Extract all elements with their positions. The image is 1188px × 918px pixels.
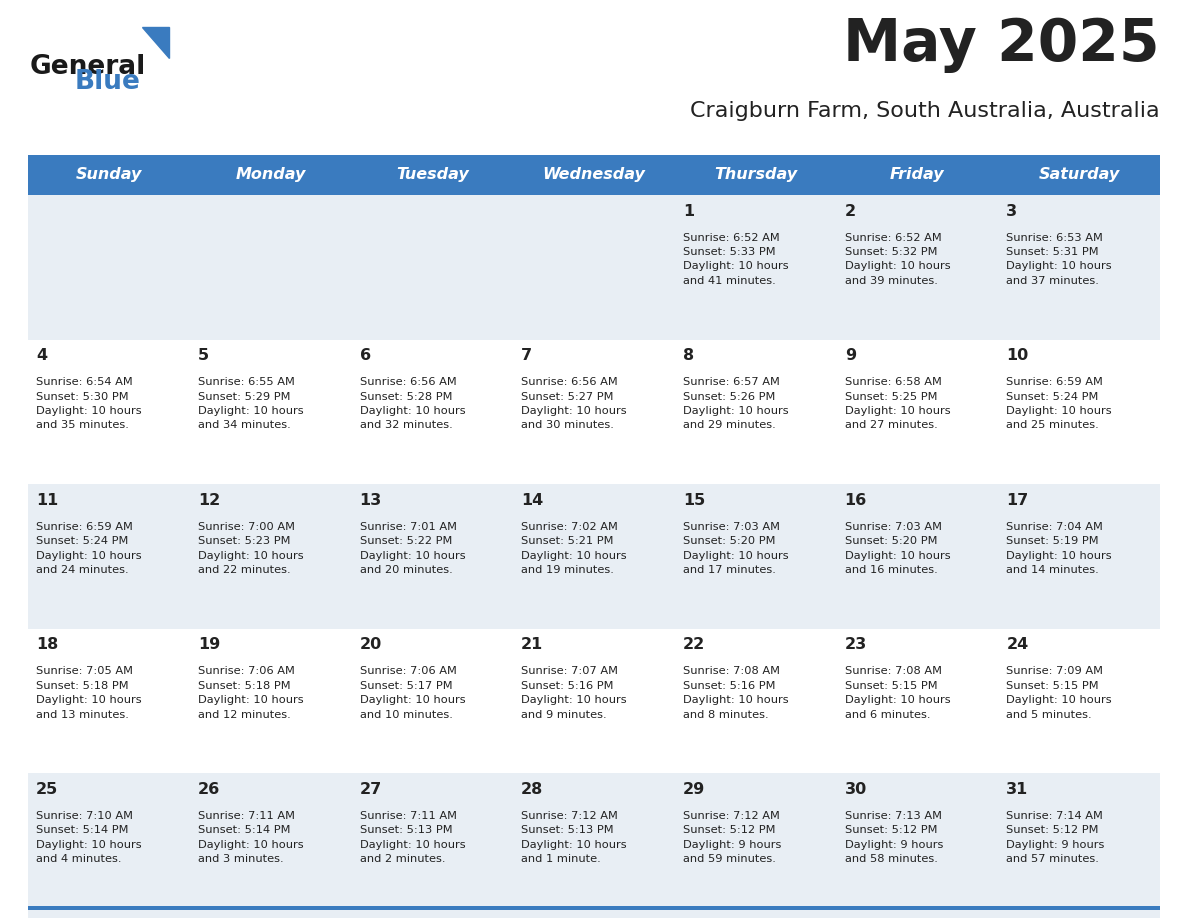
Text: 12: 12 (197, 493, 220, 508)
Text: General: General (30, 54, 146, 80)
Text: 14: 14 (522, 493, 543, 508)
Text: Monday: Monday (235, 167, 305, 183)
Text: Sunrise: 7:03 AM
Sunset: 5:20 PM
Daylight: 10 hours
and 16 minutes.: Sunrise: 7:03 AM Sunset: 5:20 PM Dayligh… (845, 521, 950, 575)
Text: 28: 28 (522, 782, 543, 797)
Text: 17: 17 (1006, 493, 1029, 508)
Text: 25: 25 (36, 782, 58, 797)
Text: Saturday: Saturday (1038, 167, 1120, 183)
Text: Sunrise: 7:10 AM
Sunset: 5:14 PM
Daylight: 10 hours
and 4 minutes.: Sunrise: 7:10 AM Sunset: 5:14 PM Dayligh… (36, 811, 141, 864)
Text: Wednesday: Wednesday (543, 167, 645, 183)
Text: Sunrise: 6:54 AM
Sunset: 5:30 PM
Daylight: 10 hours
and 35 minutes.: Sunrise: 6:54 AM Sunset: 5:30 PM Dayligh… (36, 377, 141, 431)
Text: 20: 20 (360, 637, 381, 653)
Text: Sunrise: 7:02 AM
Sunset: 5:21 PM
Daylight: 10 hours
and 19 minutes.: Sunrise: 7:02 AM Sunset: 5:21 PM Dayligh… (522, 521, 627, 575)
Text: Sunrise: 6:52 AM
Sunset: 5:32 PM
Daylight: 10 hours
and 39 minutes.: Sunrise: 6:52 AM Sunset: 5:32 PM Dayligh… (845, 232, 950, 285)
Text: Sunrise: 6:56 AM
Sunset: 5:28 PM
Daylight: 10 hours
and 32 minutes.: Sunrise: 6:56 AM Sunset: 5:28 PM Dayligh… (360, 377, 466, 431)
Text: Sunday: Sunday (76, 167, 143, 183)
Text: Sunrise: 6:55 AM
Sunset: 5:29 PM
Daylight: 10 hours
and 34 minutes.: Sunrise: 6:55 AM Sunset: 5:29 PM Dayligh… (197, 377, 303, 431)
Text: 1: 1 (683, 204, 694, 218)
Text: 10: 10 (1006, 348, 1029, 364)
Text: Craigburn Farm, South Australia, Australia: Craigburn Farm, South Australia, Austral… (690, 101, 1159, 121)
Text: 4: 4 (36, 348, 48, 364)
Text: 8: 8 (683, 348, 694, 364)
Text: Sunrise: 6:59 AM
Sunset: 5:24 PM
Daylight: 10 hours
and 25 minutes.: Sunrise: 6:59 AM Sunset: 5:24 PM Dayligh… (1006, 377, 1112, 431)
Text: Sunrise: 7:12 AM
Sunset: 5:13 PM
Daylight: 10 hours
and 1 minute.: Sunrise: 7:12 AM Sunset: 5:13 PM Dayligh… (522, 811, 627, 864)
Text: Sunrise: 7:14 AM
Sunset: 5:12 PM
Daylight: 9 hours
and 57 minutes.: Sunrise: 7:14 AM Sunset: 5:12 PM Dayligh… (1006, 811, 1105, 864)
Text: Sunrise: 7:11 AM
Sunset: 5:14 PM
Daylight: 10 hours
and 3 minutes.: Sunrise: 7:11 AM Sunset: 5:14 PM Dayligh… (197, 811, 303, 864)
Text: 31: 31 (1006, 782, 1029, 797)
Text: 21: 21 (522, 637, 543, 653)
Text: Sunrise: 7:03 AM
Sunset: 5:20 PM
Daylight: 10 hours
and 17 minutes.: Sunrise: 7:03 AM Sunset: 5:20 PM Dayligh… (683, 521, 789, 575)
Text: 13: 13 (360, 493, 381, 508)
Text: Sunrise: 7:07 AM
Sunset: 5:16 PM
Daylight: 10 hours
and 9 minutes.: Sunrise: 7:07 AM Sunset: 5:16 PM Dayligh… (522, 666, 627, 720)
Text: Thursday: Thursday (714, 167, 797, 183)
Text: 27: 27 (360, 782, 381, 797)
Text: Sunrise: 7:05 AM
Sunset: 5:18 PM
Daylight: 10 hours
and 13 minutes.: Sunrise: 7:05 AM Sunset: 5:18 PM Dayligh… (36, 666, 141, 720)
Text: 9: 9 (845, 348, 855, 364)
Text: Sunrise: 7:01 AM
Sunset: 5:22 PM
Daylight: 10 hours
and 20 minutes.: Sunrise: 7:01 AM Sunset: 5:22 PM Dayligh… (360, 521, 466, 575)
Text: 22: 22 (683, 637, 706, 653)
Text: 19: 19 (197, 637, 220, 653)
Text: Sunrise: 7:12 AM
Sunset: 5:12 PM
Daylight: 9 hours
and 59 minutes.: Sunrise: 7:12 AM Sunset: 5:12 PM Dayligh… (683, 811, 782, 864)
Text: Sunrise: 7:11 AM
Sunset: 5:13 PM
Daylight: 10 hours
and 2 minutes.: Sunrise: 7:11 AM Sunset: 5:13 PM Dayligh… (360, 811, 466, 864)
Text: Sunrise: 6:57 AM
Sunset: 5:26 PM
Daylight: 10 hours
and 29 minutes.: Sunrise: 6:57 AM Sunset: 5:26 PM Dayligh… (683, 377, 789, 431)
Text: Sunrise: 6:56 AM
Sunset: 5:27 PM
Daylight: 10 hours
and 30 minutes.: Sunrise: 6:56 AM Sunset: 5:27 PM Dayligh… (522, 377, 627, 431)
Polygon shape (141, 27, 169, 58)
Text: 30: 30 (845, 782, 867, 797)
Text: Sunrise: 6:58 AM
Sunset: 5:25 PM
Daylight: 10 hours
and 27 minutes.: Sunrise: 6:58 AM Sunset: 5:25 PM Dayligh… (845, 377, 950, 431)
Text: 15: 15 (683, 493, 706, 508)
Text: 5: 5 (197, 348, 209, 364)
Text: 26: 26 (197, 782, 220, 797)
Text: Friday: Friday (890, 167, 944, 183)
Text: Sunrise: 7:08 AM
Sunset: 5:16 PM
Daylight: 10 hours
and 8 minutes.: Sunrise: 7:08 AM Sunset: 5:16 PM Dayligh… (683, 666, 789, 720)
Text: 2: 2 (845, 204, 855, 218)
Text: 23: 23 (845, 637, 867, 653)
Text: Tuesday: Tuesday (396, 167, 468, 183)
Text: 7: 7 (522, 348, 532, 364)
Text: Sunrise: 7:04 AM
Sunset: 5:19 PM
Daylight: 10 hours
and 14 minutes.: Sunrise: 7:04 AM Sunset: 5:19 PM Dayligh… (1006, 521, 1112, 575)
Text: 16: 16 (845, 493, 867, 508)
Text: Sunrise: 6:59 AM
Sunset: 5:24 PM
Daylight: 10 hours
and 24 minutes.: Sunrise: 6:59 AM Sunset: 5:24 PM Dayligh… (36, 521, 141, 575)
Text: 29: 29 (683, 782, 706, 797)
Text: Sunrise: 7:13 AM
Sunset: 5:12 PM
Daylight: 9 hours
and 58 minutes.: Sunrise: 7:13 AM Sunset: 5:12 PM Dayligh… (845, 811, 943, 864)
Text: Sunrise: 7:06 AM
Sunset: 5:17 PM
Daylight: 10 hours
and 10 minutes.: Sunrise: 7:06 AM Sunset: 5:17 PM Dayligh… (360, 666, 466, 720)
Text: 24: 24 (1006, 637, 1029, 653)
Text: Sunrise: 6:52 AM
Sunset: 5:33 PM
Daylight: 10 hours
and 41 minutes.: Sunrise: 6:52 AM Sunset: 5:33 PM Dayligh… (683, 232, 789, 285)
Text: 6: 6 (360, 348, 371, 364)
Text: 11: 11 (36, 493, 58, 508)
Text: Blue: Blue (74, 69, 140, 95)
Text: Sunrise: 6:53 AM
Sunset: 5:31 PM
Daylight: 10 hours
and 37 minutes.: Sunrise: 6:53 AM Sunset: 5:31 PM Dayligh… (1006, 232, 1112, 285)
Text: 18: 18 (36, 637, 58, 653)
Text: Sunrise: 7:00 AM
Sunset: 5:23 PM
Daylight: 10 hours
and 22 minutes.: Sunrise: 7:00 AM Sunset: 5:23 PM Dayligh… (197, 521, 303, 575)
Text: Sunrise: 7:06 AM
Sunset: 5:18 PM
Daylight: 10 hours
and 12 minutes.: Sunrise: 7:06 AM Sunset: 5:18 PM Dayligh… (197, 666, 303, 720)
Text: Sunrise: 7:09 AM
Sunset: 5:15 PM
Daylight: 10 hours
and 5 minutes.: Sunrise: 7:09 AM Sunset: 5:15 PM Dayligh… (1006, 666, 1112, 720)
Text: 3: 3 (1006, 204, 1017, 218)
Text: Sunrise: 7:08 AM
Sunset: 5:15 PM
Daylight: 10 hours
and 6 minutes.: Sunrise: 7:08 AM Sunset: 5:15 PM Dayligh… (845, 666, 950, 720)
Text: May 2025: May 2025 (842, 16, 1159, 73)
